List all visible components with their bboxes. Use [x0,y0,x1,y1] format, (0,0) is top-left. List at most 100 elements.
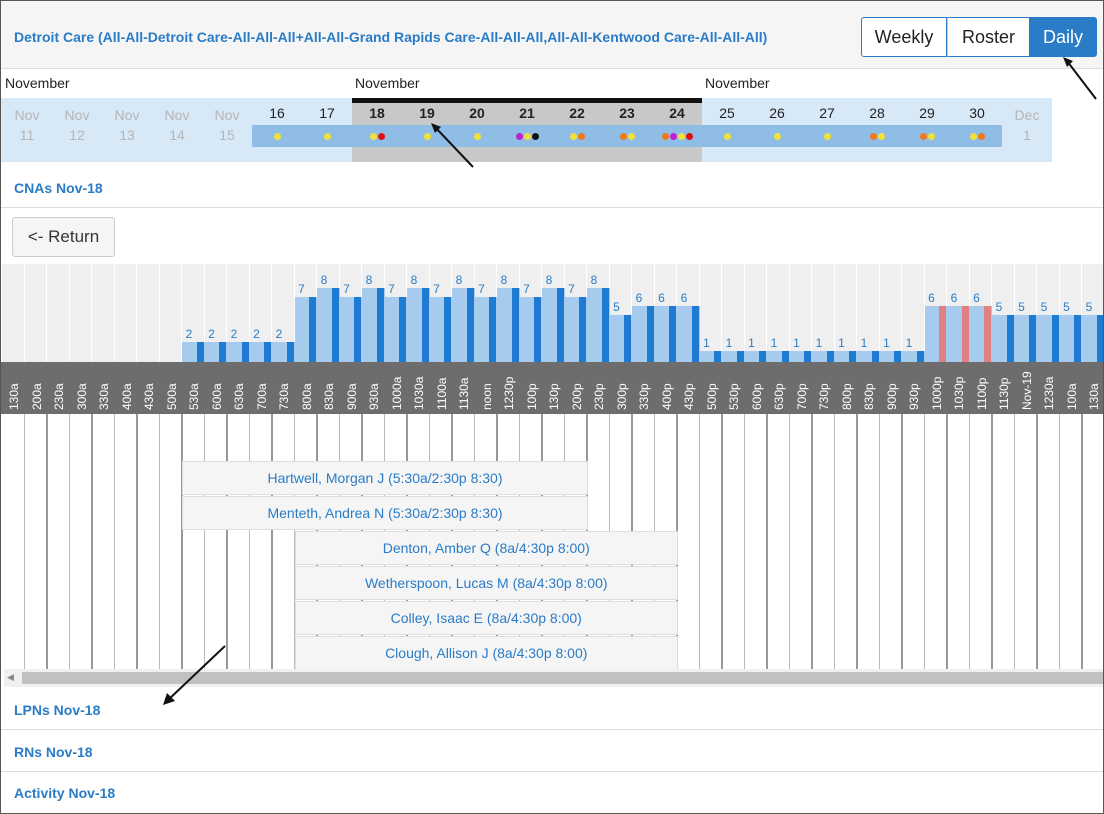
coverage-bar-accent [781,351,789,362]
grid-line [991,414,993,669]
day-number: 14 [169,127,185,143]
grid-line [1081,414,1083,669]
calendar-day[interactable]: Nov 12 [52,105,102,145]
coverage-count-label: 7 [568,282,575,296]
facility-title[interactable]: Detroit Care (All-All-Detroit Care-All-A… [14,29,768,45]
coverage-count-label: 1 [860,336,868,350]
calendar-day[interactable]: 30 [952,105,1002,121]
calendar-day[interactable]: Nov 14 [152,105,202,145]
coverage-bar [744,351,767,362]
coverage-count-label: 8 [455,273,463,287]
section-rns: RNs Nov-18 [1,731,1103,772]
coverage-count-label: 6 [928,291,935,305]
coverage-column [47,264,69,362]
coverage-bar-accent [579,297,586,362]
calendar-day[interactable]: Nov 11 [2,105,52,145]
status-dot [823,133,831,140]
return-button[interactable]: <- Return [12,217,115,257]
status-dot [685,133,693,140]
coverage-bar-accent [804,351,811,362]
calendar-day[interactable]: Dec 1 [1002,105,1052,145]
coverage-bar-accent [691,306,699,362]
calendar-day[interactable]: 20 [452,105,502,121]
coverage-column [69,264,91,362]
grid-line [293,414,295,669]
time-label: 900p [884,383,899,410]
time-label: 930p [907,383,921,410]
day-status-dots [352,133,402,140]
calendar-day[interactable]: 21 [502,105,552,121]
coverage-bar [789,351,812,362]
shift-entry[interactable]: Wetherspoon, Lucas M (8a/4:30p 8:00) [294,566,678,600]
calendar-day[interactable]: 27 [802,105,852,121]
coverage-column [114,264,136,362]
grid-line [946,414,948,669]
time-label: 600p [749,383,764,410]
time-label: 1130a [457,377,471,410]
coverage-bar-accent [534,297,541,362]
roster-view-button[interactable]: Roster [947,17,1029,57]
coverage-count-label: 1 [815,336,823,350]
shift-entry[interactable]: Denton, Amber Q (8a/4:30p 8:00) [294,531,678,565]
calendar-day[interactable]: 26 [752,105,802,121]
calendar-day[interactable]: 24 [652,105,702,121]
coverage-bar-accent [714,351,721,362]
cnas-section-link[interactable]: CNAs Nov-18 [14,180,103,196]
time-label: 530p [727,383,741,410]
day-status-dots [402,133,452,140]
calendar-day[interactable]: 29 [902,105,952,121]
shift-entry[interactable]: Hartwell, Morgan J (5:30a/2:30p 8:30) [182,461,588,495]
calendar-day[interactable]: 28 [852,105,902,121]
day-month: Nov [114,107,140,123]
day-number: 26 [769,105,785,121]
daily-view-button[interactable]: Daily [1029,17,1097,57]
time-label: 130p [547,383,561,410]
coverage-bar-accent [286,342,294,362]
coverage-count-label: 1 [905,336,913,350]
calendar-day[interactable]: Nov 15 [202,105,252,145]
time-label: 400p [659,383,674,410]
coverage-count-label: 8 [320,273,328,287]
section-activity: Activity Nov-18 [1,772,1103,813]
coverage-column [767,264,789,362]
shift-entry[interactable]: Menteth, Andrea N (5:30a/2:30p 8:30) [182,496,588,530]
calendar-day[interactable]: 18 [352,105,402,121]
calendar-day[interactable]: 17 [302,105,352,121]
coverage-count-label: 7 [433,282,440,296]
day-status-dots [652,133,702,140]
coverage-count-label: 7 [478,282,485,296]
grid-line [788,414,790,669]
calendar-day[interactable]: 23 [602,105,652,121]
calendar-day[interactable]: Nov 13 [102,105,152,145]
status-dot [919,133,927,140]
scroll-left-arrow-icon[interactable]: ◀ [7,672,14,682]
calendar-day[interactable]: 19 [402,105,452,121]
calendar-day[interactable]: 16 [252,105,302,121]
shift-entry[interactable]: Colley, Isaac E (8a/4:30p 8:00) [294,601,678,635]
coverage-count-label: 8 [590,273,598,287]
activity-section-link[interactable]: Activity Nov-18 [14,785,116,801]
calendar-day[interactable]: 22 [552,105,602,121]
coverage-bar [767,351,790,362]
coverage-column [789,264,811,362]
rns-section-link[interactable]: RNs Nov-18 [14,744,93,760]
coverage-column [24,264,46,362]
coverage-count-label: 2 [230,327,238,341]
coverage-count-label: 5 [995,300,1003,314]
shift-entry[interactable]: Clough, Allison J (8a/4:30p 8:00) [294,636,678,669]
day-status-dots [952,133,1002,140]
time-label: 1000p [929,376,944,410]
time-label: 800p [839,383,854,410]
day-status-dots [602,133,652,140]
day-number: 22 [569,105,585,121]
horizontal-scrollbar[interactable]: ◀ [4,669,1103,687]
lpns-section-link[interactable]: LPNs Nov-18 [14,702,101,718]
coverage-count-label: 5 [1085,300,1093,314]
weekly-view-button[interactable]: Weekly [861,17,947,57]
section-cnas: CNAs Nov-18 [1,167,1103,208]
time-axis: 130a 200a 230a 300a 330a 400a 430a 500a 530a 600a… [1,362,1103,414]
coverage-column [812,264,834,362]
grid-line [113,414,115,669]
scrollbar-thumb[interactable] [22,672,1103,684]
calendar-day[interactable]: 25 [702,105,752,121]
